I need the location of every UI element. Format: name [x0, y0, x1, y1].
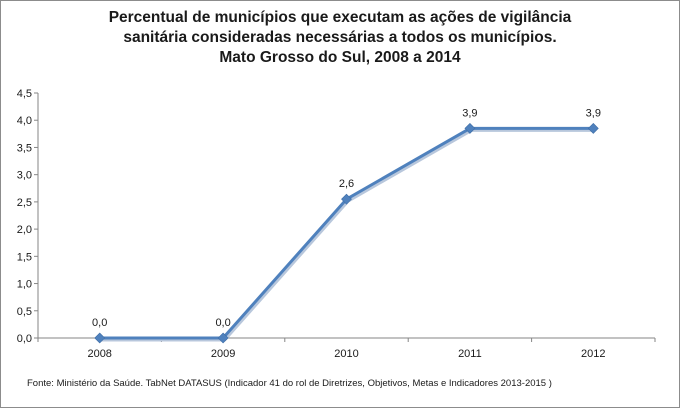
data-label: 0,0 [92, 317, 107, 329]
chart-source: Fonte: Ministério da Saúde. TabNet DATAS… [27, 378, 552, 389]
x-tick-label: 2011 [458, 348, 482, 360]
data-point [464, 122, 476, 134]
y-tick-label: 0,0 [17, 333, 32, 345]
data-label: 3,9 [586, 107, 601, 119]
chart-title-line-2: sanitária consideradas necessárias a tod… [123, 29, 557, 46]
data-point [587, 122, 599, 134]
y-tick-label: 1,0 [17, 279, 32, 291]
y-tick-label: 0,5 [17, 306, 32, 318]
x-tick-label: 2008 [87, 348, 111, 360]
y-tick-label: 4,0 [17, 115, 32, 127]
x-tick-label: 2012 [581, 348, 605, 360]
y-tick-label: 3,5 [17, 142, 32, 154]
y-tick-label: 2,5 [17, 197, 32, 209]
chart-title: Percentual de municípios que executam as… [0, 8, 680, 68]
data-point [94, 332, 106, 344]
x-tick-label: 2009 [211, 348, 235, 360]
data-point [341, 193, 352, 205]
series-line-shadow [101, 128, 595, 342]
data-label: 2,6 [339, 178, 354, 190]
data-label: 3,9 [462, 107, 477, 119]
chart-title-line-3: Mato Grosso do Sul, 2008 a 2014 [219, 49, 461, 66]
x-tick-label: 2010 [334, 348, 358, 360]
data-point [217, 332, 229, 344]
data-label: 0,0 [215, 317, 230, 329]
y-tick-label: 2,0 [17, 224, 32, 236]
chart-title-line-1: Percentual de municípios que executam as… [108, 9, 572, 26]
y-tick-label: 1,5 [17, 251, 32, 263]
series-line [99, 126, 594, 340]
y-tick-label: 4,5 [17, 88, 32, 100]
y-tick-label: 3,0 [17, 170, 32, 182]
